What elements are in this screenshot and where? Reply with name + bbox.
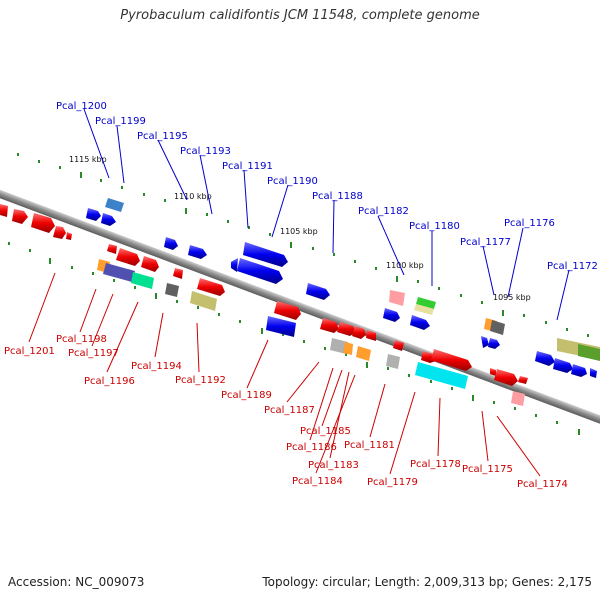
gene-pcal-1172-d bbox=[590, 368, 597, 378]
gene-pcal-1185-b bbox=[343, 342, 353, 355]
reverse-genes bbox=[0, 204, 528, 406]
gene-pcal-1186 bbox=[337, 322, 356, 336]
gene-pcal-1179 bbox=[415, 362, 468, 389]
gene-pcal-1196 bbox=[131, 272, 154, 289]
gene-label[interactable]: Pcal_1181 bbox=[344, 440, 395, 451]
gene-label[interactable]: Pcal_1176 bbox=[504, 218, 555, 229]
gene-pcal-1176 bbox=[488, 338, 500, 349]
gene-label[interactable]: Pcal_1187 bbox=[264, 405, 315, 416]
gene-pcal-1201 bbox=[0, 204, 8, 217]
map-title: Pyrobaculum calidifontis JCM 11548, comp… bbox=[120, 8, 480, 23]
gene-label[interactable]: Pcal_1188 bbox=[312, 191, 363, 202]
forward-gene-labels: Pcal_1200 Pcal_1199 Pcal_1195 Pcal_1193 … bbox=[56, 101, 598, 272]
gene-pcal-1199-b bbox=[105, 198, 124, 212]
gene-label[interactable]: Pcal_1185 bbox=[300, 426, 351, 437]
gene-pcal-1199 bbox=[101, 213, 116, 226]
gene-pcal-1174-c bbox=[511, 391, 525, 406]
gene-label[interactable]: Pcal_1180 bbox=[409, 221, 460, 232]
gene-label[interactable]: Pcal_1192 bbox=[175, 375, 226, 386]
gene-pcal-1194 bbox=[173, 268, 183, 279]
gene-label[interactable]: Pcal_1172 bbox=[547, 261, 598, 272]
ruler-label: 1095 kbp bbox=[493, 293, 531, 302]
forward-leaders bbox=[83, 108, 570, 321]
gene-pcal-1172 bbox=[535, 351, 555, 366]
gene-pcal-1194-b bbox=[165, 283, 179, 297]
gene-label[interactable]: Pcal_1190 bbox=[267, 176, 318, 187]
gene-pcal-1189 bbox=[274, 301, 301, 320]
gene-pcal-1198-b bbox=[116, 248, 140, 266]
topology-text: Topology: circular; Length: 2,009,313 bp… bbox=[262, 575, 592, 589]
gene-pcal-1188 bbox=[306, 283, 330, 300]
gene-pcal-1192 bbox=[190, 291, 217, 311]
reverse-leaders bbox=[28, 272, 541, 477]
gene-pcal-1180 bbox=[410, 315, 430, 330]
gene-pcal-1172-b bbox=[553, 358, 573, 373]
gene-pcal-1190 bbox=[237, 258, 283, 284]
gene-pcal-1190-b bbox=[231, 258, 238, 272]
ruler-label: 1115 kbp bbox=[69, 155, 107, 164]
gene-pcal-1180-c bbox=[414, 304, 434, 315]
gene-pcal-1200 bbox=[86, 208, 101, 221]
gene-pcal-1178-b bbox=[431, 349, 472, 371]
gene-pcal-1187 bbox=[320, 318, 339, 333]
gene-label[interactable]: Pcal_1186 bbox=[286, 442, 337, 453]
gene-label[interactable]: Pcal_1182 bbox=[358, 206, 409, 217]
gene-pcal-1185 bbox=[352, 326, 366, 339]
forward-genes bbox=[86, 198, 600, 378]
gene-label[interactable]: Pcal_1183 bbox=[308, 460, 359, 471]
ruler-label: 1100 kbp bbox=[386, 261, 424, 270]
gene-pcal-1201-c bbox=[31, 213, 55, 233]
gene-pcal-1177 bbox=[481, 336, 489, 348]
gene-pcal-1172-c bbox=[571, 364, 587, 377]
genome-backbone bbox=[0, 186, 600, 434]
gene-pcal-1181-b bbox=[386, 354, 400, 369]
gene-label[interactable]: Pcal_1198 bbox=[56, 334, 107, 345]
gene-label[interactable]: Pcal_1178 bbox=[410, 459, 461, 470]
gene-label[interactable]: Pcal_1194 bbox=[131, 361, 182, 372]
gene-pcal-1183 bbox=[366, 330, 376, 341]
gene-label[interactable]: Pcal_1189 bbox=[221, 390, 272, 401]
gene-label[interactable]: Pcal_1197 bbox=[68, 348, 119, 359]
ruler-ticks bbox=[8, 153, 589, 435]
gene-pcal-1183-b bbox=[356, 346, 371, 361]
gene-pcal-1198-c bbox=[141, 256, 159, 272]
gene-pcal-1182 bbox=[383, 308, 400, 322]
gene-label[interactable]: Pcal_1201 bbox=[4, 346, 55, 357]
gene-pcal-1201-b bbox=[12, 209, 28, 224]
gene-label[interactable]: Pcal_1177 bbox=[460, 237, 511, 248]
gene-pcal-1180-b bbox=[416, 297, 436, 309]
gene-label[interactable]: Pcal_1199 bbox=[95, 116, 146, 127]
gene-label[interactable]: Pcal_1175 bbox=[462, 464, 513, 475]
gene-label[interactable]: Pcal_1179 bbox=[367, 477, 418, 488]
gene-pcal-1197-b bbox=[103, 263, 135, 282]
gene-label[interactable]: Pcal_1193 bbox=[180, 146, 231, 157]
ruler-label: 1105 kbp bbox=[280, 227, 318, 236]
gene-pcal-1193 bbox=[188, 245, 207, 259]
gene-pcal-1201-e bbox=[66, 232, 72, 240]
accession-text: Accession: NC_009073 bbox=[8, 575, 145, 589]
gene-pcal-1195 bbox=[164, 237, 178, 250]
gene-pcal-1182-b bbox=[389, 290, 405, 306]
gene-label[interactable]: Pcal_1200 bbox=[56, 101, 107, 112]
gene-pcal-1174-b bbox=[518, 376, 528, 384]
reverse-gene-labels: Pcal_1201 Pcal_1198 Pcal_1197 Pcal_1196 … bbox=[4, 334, 568, 490]
gene-pcal-1201-d bbox=[53, 226, 66, 239]
gene-pcal-1193-r bbox=[197, 278, 225, 296]
gene-label[interactable]: Pcal_1184 bbox=[292, 476, 343, 487]
gene-pcal-1191 bbox=[243, 242, 288, 267]
gene-pcal-1186-b bbox=[330, 338, 348, 354]
gene-pcal-1181 bbox=[393, 340, 404, 351]
gene-label[interactable]: Pcal_1196 bbox=[84, 376, 135, 387]
ruler-label: 1110 kbp bbox=[174, 192, 212, 201]
gene-green bbox=[578, 344, 600, 361]
gene-pcal-1175 bbox=[490, 368, 496, 376]
gene-label[interactable]: Pcal_1191 bbox=[222, 161, 273, 172]
gene-label[interactable]: Pcal_1195 bbox=[137, 131, 188, 142]
gene-label[interactable]: Pcal_1174 bbox=[517, 479, 568, 490]
gene-pcal-1174 bbox=[494, 369, 518, 386]
gene-pcal-1176-r bbox=[490, 320, 505, 335]
gene-pcal-1189-b bbox=[266, 316, 296, 337]
gene-pcal-1198 bbox=[107, 244, 117, 254]
